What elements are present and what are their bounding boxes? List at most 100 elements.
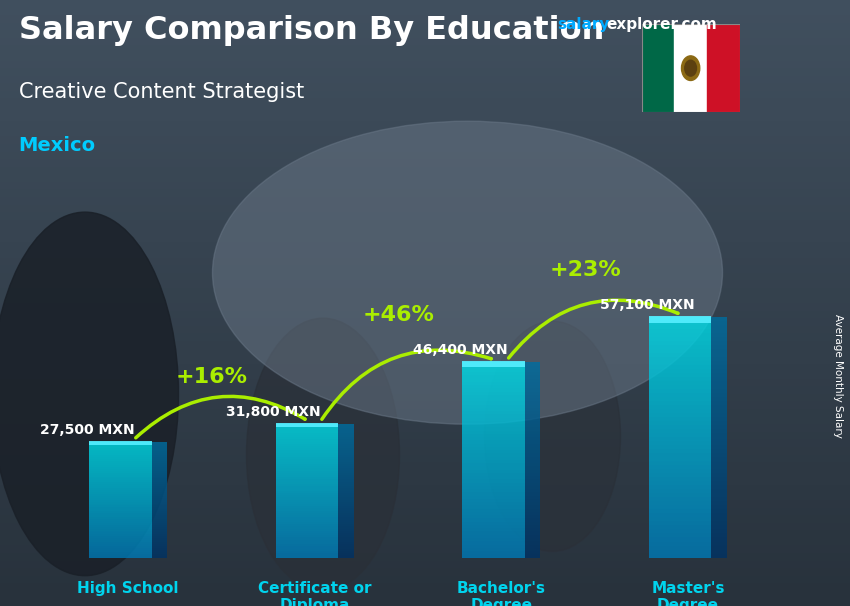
Bar <box>89 551 151 554</box>
Bar <box>151 471 167 473</box>
Bar <box>275 504 338 506</box>
Bar <box>462 496 524 499</box>
Bar <box>711 317 727 321</box>
Bar <box>711 485 727 490</box>
Bar <box>151 515 167 517</box>
Bar <box>524 427 541 431</box>
Bar <box>711 349 727 353</box>
Bar <box>674 24 707 112</box>
Bar <box>462 421 524 424</box>
Bar <box>151 463 167 465</box>
Bar <box>649 490 711 493</box>
Bar <box>275 515 338 518</box>
Bar <box>338 426 354 428</box>
Bar <box>649 525 711 530</box>
Bar <box>0 561 850 568</box>
Bar <box>711 358 727 361</box>
Bar <box>0 371 850 379</box>
Bar <box>462 489 524 493</box>
Bar <box>275 508 338 511</box>
Bar <box>462 476 524 479</box>
Bar <box>89 448 151 450</box>
Bar <box>462 486 524 489</box>
Bar <box>649 485 711 490</box>
Bar <box>649 409 711 413</box>
Bar <box>89 500 151 502</box>
Bar <box>0 197 850 205</box>
Bar <box>338 450 354 453</box>
Bar <box>0 30 850 38</box>
Bar <box>0 492 850 500</box>
Bar <box>89 527 151 528</box>
Bar <box>462 411 524 415</box>
Bar <box>275 484 338 486</box>
Bar <box>275 478 338 479</box>
Bar <box>711 553 727 558</box>
Bar <box>338 526 354 528</box>
Bar <box>338 428 354 430</box>
Bar <box>275 544 338 547</box>
Bar <box>275 433 338 435</box>
Bar <box>151 494 167 496</box>
Bar <box>0 235 850 242</box>
Bar <box>275 479 338 482</box>
Bar <box>649 505 711 510</box>
Bar <box>524 415 541 418</box>
Bar <box>649 553 711 558</box>
Text: Bachelor's
Degree: Bachelor's Degree <box>456 581 546 606</box>
Bar <box>151 527 167 528</box>
Bar <box>0 136 850 144</box>
Bar <box>524 421 541 424</box>
Bar <box>151 455 167 457</box>
Bar <box>649 470 711 473</box>
Bar <box>649 542 711 545</box>
Bar <box>89 523 151 525</box>
Bar <box>524 385 541 388</box>
Bar <box>151 445 167 448</box>
Bar <box>711 413 727 418</box>
Bar <box>649 522 711 525</box>
Bar <box>649 530 711 533</box>
Bar <box>275 448 338 450</box>
Bar <box>275 518 338 519</box>
Bar <box>0 242 850 250</box>
Bar <box>711 421 727 425</box>
Bar <box>151 523 167 525</box>
Bar <box>338 555 354 558</box>
Bar <box>89 505 151 507</box>
Bar <box>0 599 850 606</box>
Bar <box>89 482 151 484</box>
Bar <box>0 114 850 121</box>
Bar <box>0 318 850 325</box>
Bar <box>89 484 151 486</box>
Bar <box>151 509 167 511</box>
Bar <box>151 550 167 551</box>
Bar <box>0 522 850 530</box>
Bar <box>462 418 524 421</box>
Bar <box>524 496 541 499</box>
Bar <box>649 450 711 453</box>
Bar <box>151 484 167 486</box>
Bar <box>524 365 541 369</box>
Bar <box>89 442 151 444</box>
Bar <box>462 385 524 388</box>
Bar <box>151 554 167 556</box>
Bar <box>649 349 711 353</box>
Bar <box>89 534 151 536</box>
Bar <box>0 454 850 462</box>
Bar <box>275 430 338 433</box>
Bar <box>711 381 727 385</box>
Bar <box>649 385 711 389</box>
Bar <box>711 338 727 341</box>
Bar <box>151 544 167 546</box>
Bar <box>711 498 727 501</box>
Bar <box>524 541 541 545</box>
Bar <box>275 482 338 484</box>
Bar <box>711 478 727 481</box>
Bar <box>524 515 541 519</box>
Bar <box>151 525 167 527</box>
Bar <box>275 470 338 473</box>
Bar <box>338 488 354 491</box>
Bar <box>649 510 711 513</box>
Bar <box>89 486 151 488</box>
